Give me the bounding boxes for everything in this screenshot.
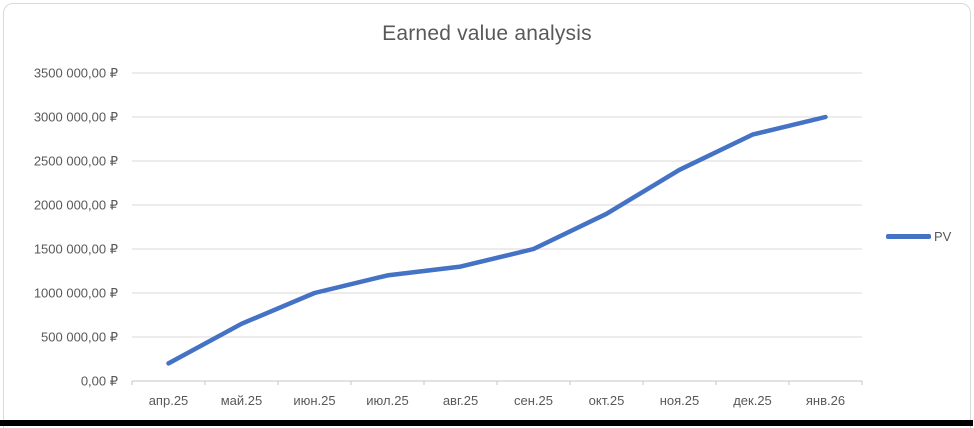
y-axis-label: 2000 000,00 ₽ (34, 198, 118, 213)
chart-frame (3, 3, 971, 428)
x-axis-label: дек.25 (733, 393, 772, 408)
legend-series-line-icon (886, 234, 931, 239)
x-axis-label: ноя.25 (660, 393, 700, 408)
x-axis-label: июл.25 (366, 393, 408, 408)
x-axis-label: апр.25 (149, 393, 189, 408)
chart-title: Earned value analysis (382, 22, 592, 45)
x-axis-label: июн.25 (293, 393, 335, 408)
x-axis-label: май.25 (221, 393, 263, 408)
window-bottom-edge (0, 420, 973, 426)
y-axis-label: 0,00 ₽ (81, 374, 118, 389)
x-axis-label: авг.25 (443, 393, 478, 408)
x-axis-label: окт.25 (589, 393, 625, 408)
y-axis-label: 3000 000,00 ₽ (34, 110, 118, 125)
x-axis-label: янв.26 (806, 393, 845, 408)
legend-series-label: PV (934, 229, 952, 244)
y-axis-label: 3500 000,00 ₽ (34, 66, 118, 81)
y-axis-label: 1500 000,00 ₽ (34, 242, 118, 257)
y-axis-label: 1000 000,00 ₽ (34, 286, 118, 301)
y-axis-label: 2500 000,00 ₽ (34, 154, 118, 169)
legend[interactable]: PV (886, 229, 951, 244)
pv-series-line[interactable] (166, 114, 828, 366)
x-axis-label: сен.25 (514, 393, 553, 408)
y-axis-label: 500 000,00 ₽ (41, 330, 118, 345)
